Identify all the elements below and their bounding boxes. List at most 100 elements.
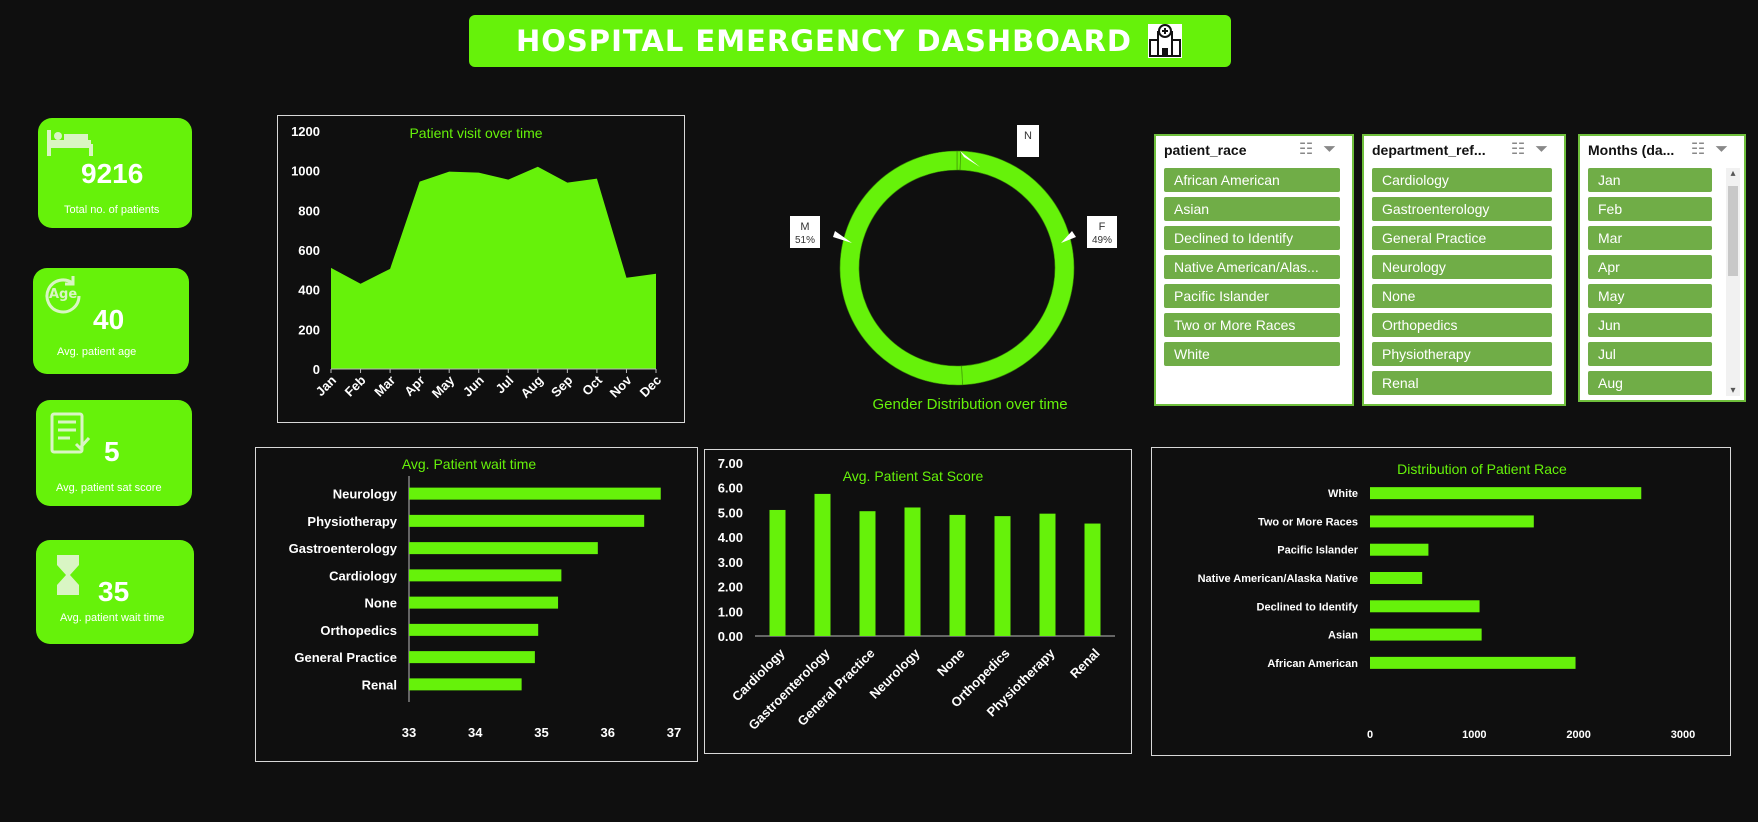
slicer-item[interactable]: Asian — [1164, 197, 1340, 221]
race-bar — [1370, 543, 1429, 556]
slicer-item[interactable]: Mar — [1588, 226, 1712, 250]
clear-filter-icon[interactable]: ⏷ — [1535, 141, 1558, 158]
gender-distribution-chart: N F 49% M 51% Gender Distribution over time — [780, 115, 1160, 423]
scroll-down-icon[interactable]: ▾ — [1730, 385, 1736, 396]
slicer-item[interactable]: Jan — [1588, 168, 1712, 192]
y-tick-label: Physiotherapy — [307, 514, 397, 529]
x-tick-label: May — [429, 372, 458, 401]
slicer-item[interactable]: Jul — [1588, 342, 1712, 366]
slicer-item[interactable]: May — [1588, 284, 1712, 308]
y-tick-label: None — [365, 596, 398, 611]
slicer-item[interactable]: Declined to Identify — [1164, 226, 1340, 250]
x-tick-label: Oct — [579, 372, 605, 398]
slicer-item[interactable]: Aug — [1588, 371, 1712, 395]
hourglass-icon — [57, 555, 79, 595]
kpi-avg-age: Age 40 Avg. patient age — [33, 268, 189, 374]
slicer-item[interactable]: General Practice — [1372, 226, 1552, 250]
race-bar — [1370, 572, 1423, 584]
race-bar — [1370, 656, 1576, 669]
kpi-label: Avg. patient age — [57, 346, 137, 358]
callout-leader — [1061, 231, 1076, 243]
slicer-item[interactable]: Cardiology — [1372, 168, 1552, 192]
wait-bar — [409, 596, 559, 609]
slicer-item[interactable]: None — [1372, 284, 1552, 308]
donut-slice-m — [839, 150, 963, 386]
x-tick-label: 35 — [534, 725, 548, 740]
y-tick-label: 800 — [298, 203, 320, 218]
slicer-item[interactable]: Neurology — [1372, 255, 1552, 279]
slicer-item[interactable]: Feb — [1588, 197, 1712, 221]
slicer-item[interactable]: Pacific Islander — [1164, 284, 1340, 308]
sat-bar — [859, 511, 876, 636]
slicer-department[interactable]: department_ref... ☷⏷ Cardiology Gastroent… — [1362, 134, 1566, 406]
dashboard-title: HOSPITAL EMERGENCY DASHBOARD — [516, 24, 1132, 58]
slicer-item[interactable]: White — [1164, 342, 1340, 366]
callout-label: M — [800, 221, 809, 233]
callout-value: 49% — [1092, 235, 1112, 246]
x-tick-label: 36 — [601, 725, 615, 740]
x-tick-label: 1000 — [1462, 729, 1486, 741]
kpi-avg-sat-score: 5 Avg. patient sat score — [36, 400, 192, 506]
multi-select-icon[interactable]: ☷ — [1690, 141, 1716, 158]
y-tick-label: Neurology — [333, 487, 398, 502]
scroll-up-icon[interactable]: ▴ — [1730, 168, 1736, 179]
scrollbar-thumb[interactable] — [1728, 186, 1738, 276]
y-tick-label: 0.00 — [718, 629, 743, 644]
wait-bar — [409, 569, 562, 582]
slicer-item[interactable]: Renal — [1372, 371, 1552, 395]
slicer-item[interactable]: Physiotherapy — [1372, 342, 1552, 366]
slicer-item[interactable]: Apr — [1588, 255, 1712, 279]
y-tick-label: Native American/Alaska Native — [1198, 573, 1358, 585]
multi-select-icon[interactable]: ☷ — [1298, 141, 1324, 158]
slicer-item[interactable]: Native American/Alas... — [1164, 255, 1340, 279]
slicer-controls[interactable]: ☷⏷ — [1299, 139, 1346, 159]
wait-bar — [409, 542, 598, 555]
sat-bar — [949, 514, 966, 636]
slicer-item[interactable]: African American — [1164, 168, 1340, 192]
x-tick-label: Sep — [548, 372, 576, 400]
y-tick-label: 1.00 — [718, 604, 743, 619]
x-tick-label: Apr — [401, 373, 427, 399]
hospital-bed-icon — [47, 130, 93, 156]
slicer-item[interactable]: Gastroenterology — [1372, 197, 1552, 221]
y-tick-label: 2.00 — [718, 580, 743, 595]
callout-value: 51% — [795, 235, 815, 246]
y-tick-label: 3.00 — [718, 555, 743, 570]
x-tick-label: General Practice — [794, 646, 877, 729]
slicer-scrollbar[interactable]: ▴ ▾ — [1726, 168, 1740, 396]
y-tick-label: 5.00 — [718, 505, 743, 520]
multi-select-icon[interactable]: ☷ — [1510, 141, 1536, 158]
clipboard-checklist-icon — [50, 412, 91, 454]
y-tick-label: Asian — [1328, 630, 1358, 642]
age-icon: Age — [45, 276, 81, 314]
slicer-header: Months (da... — [1588, 142, 1675, 158]
x-tick-label: Gastroenterology — [745, 645, 833, 733]
y-tick-label: Declined to Identify — [1257, 601, 1359, 613]
y-tick-label: Orthopedics — [320, 623, 397, 638]
wait-bar — [409, 514, 645, 527]
chart-title: Avg. Patient Sat Score — [843, 468, 984, 484]
x-tick-label: Aug — [517, 372, 546, 401]
slicer-months[interactable]: Months (da... ☷⏷ ▴ ▾ Jan Feb Mar Apr May Jun J… — [1578, 134, 1746, 402]
wait-time-chart: Avg. Patient wait time Neurology Physiothe… — [255, 447, 698, 762]
slicer-item[interactable]: Orthopedics — [1372, 313, 1552, 337]
sat-bar — [769, 509, 786, 636]
kpi-label: Avg. patient wait time — [60, 612, 165, 624]
kpi-value: 5 — [104, 436, 120, 467]
y-tick-label: Renal — [362, 677, 397, 692]
y-tick-label: Pacific Islander — [1277, 545, 1358, 557]
slicer-patient-race[interactable]: patient_race ☷⏷ African American Asian Dec… — [1154, 134, 1354, 406]
clear-filter-icon[interactable]: ⏷ — [1323, 141, 1346, 158]
clear-filter-icon[interactable]: ⏷ — [1715, 141, 1738, 158]
y-tick-label: 0 — [313, 362, 320, 377]
slicer-item[interactable]: Two or More Races — [1164, 313, 1340, 337]
x-tick-label: Nov — [607, 372, 636, 401]
slicer-controls[interactable]: ☷⏷ — [1511, 139, 1558, 159]
x-tick-label: None — [934, 646, 968, 680]
slicer-controls[interactable]: ☷⏷ — [1691, 139, 1738, 159]
wait-bar — [409, 678, 522, 691]
slicer-item[interactable]: Jun — [1588, 313, 1712, 337]
kpi-value: 9216 — [81, 158, 144, 189]
patient-visits-chart: Patient visit over time 0 200 400 600 800 1000… — [277, 115, 685, 423]
x-tick-label: Renal — [1067, 646, 1103, 682]
